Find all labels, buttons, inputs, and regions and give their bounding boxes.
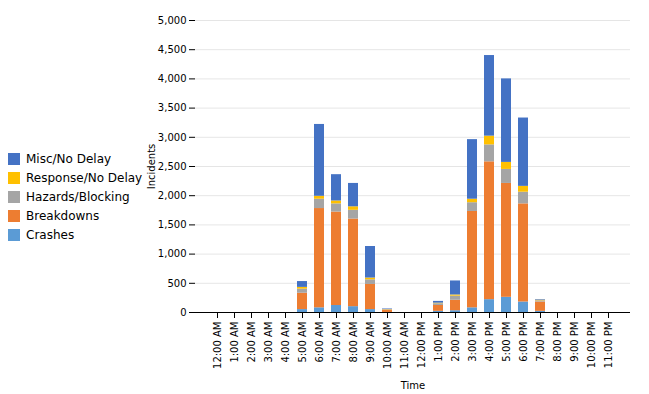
svg-text:500: 500 [167,278,186,289]
svg-text:6:00 AM: 6:00 AM [314,322,325,363]
svg-text:4:00 PM: 4:00 PM [484,322,495,362]
svg-text:2,000: 2,000 [158,190,187,201]
svg-text:2:00 PM: 2:00 PM [450,322,461,362]
svg-text:10:00 AM: 10:00 AM [382,322,393,369]
svg-text:3:00 AM: 3:00 AM [263,322,274,363]
svg-text:4:00 AM: 4:00 AM [280,322,291,363]
svg-text:2,500: 2,500 [158,161,187,172]
svg-text:5,000: 5,000 [158,15,187,26]
svg-text:1:00 PM: 1:00 PM [433,322,444,362]
html-text:Hazards/Blocking: Hazards/Blocking [26,190,130,204]
svg-text:8:00 PM: 8:00 PM [552,322,563,362]
svg-text:1:00 AM: 1:00 AM [229,322,240,363]
svg-text:8:00 AM: 8:00 AM [348,322,359,363]
svg-text:2:00 AM: 2:00 AM [246,322,257,363]
html-text:Breakdowns: Breakdowns [26,209,100,223]
svg-text:1,500: 1,500 [158,219,187,230]
svg-text:3:00 PM: 3:00 PM [467,322,478,362]
svg-text:0: 0 [180,307,186,318]
svg-text:1,000: 1,000 [158,248,187,259]
svg-text:5:00 AM: 5:00 AM [297,322,308,363]
svg-text:3,500: 3,500 [158,102,187,113]
svg-text:3,000: 3,000 [158,132,187,143]
svg-text:6:00 PM: 6:00 PM [518,322,529,362]
svg-text:5:00 PM: 5:00 PM [501,322,512,362]
svg-text:7:00 AM: 7:00 AM [331,322,342,363]
svg-text:Incidents: Incidents [146,144,157,190]
svg-text:4,000: 4,000 [158,73,187,84]
svg-text:12:00 PM: 12:00 PM [416,322,427,369]
html-text:Misc/No Delay: Misc/No Delay [26,152,112,166]
svg-text:12:00 AM: 12:00 AM [212,322,223,369]
svg-text:4,500: 4,500 [158,44,187,55]
svg-text:11:00 AM: 11:00 AM [399,322,410,369]
svg-text:10:00 PM: 10:00 PM [586,322,597,369]
svg-text:9:00 PM: 9:00 PM [569,322,580,362]
svg-text:7:00 PM: 7:00 PM [535,322,546,362]
svg-text:Time: Time [400,380,425,391]
html-text:Response/No Delay: Response/No Delay [26,171,143,185]
svg-text:9:00 AM: 9:00 AM [365,322,376,363]
html-text:Crashes: Crashes [26,228,75,242]
svg-text:11:00 PM: 11:00 PM [603,322,614,369]
